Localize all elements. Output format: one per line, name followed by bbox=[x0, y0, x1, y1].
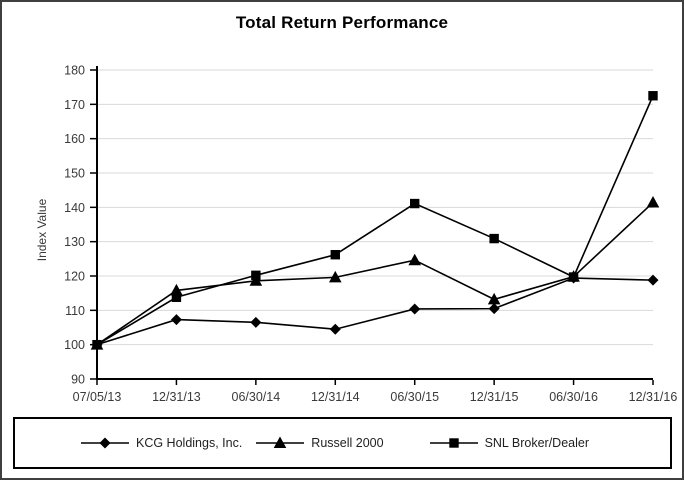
svg-text:06/30/14: 06/30/14 bbox=[232, 390, 281, 404]
svg-text:12/31/14: 12/31/14 bbox=[311, 390, 360, 404]
svg-text:12/31/16: 12/31/16 bbox=[629, 390, 678, 404]
svg-text:120: 120 bbox=[64, 270, 85, 284]
plot-area: 90 100 110 120 130 140 150 160 170 180 07/05/13 12/… bbox=[64, 64, 678, 405]
svg-text:170: 170 bbox=[64, 98, 85, 112]
svg-text:100: 100 bbox=[64, 338, 85, 352]
svg-text:160: 160 bbox=[64, 132, 85, 146]
legend-label-snl-broker-dealer: SNL Broker/Dealer bbox=[484, 436, 589, 450]
svg-text:150: 150 bbox=[64, 167, 85, 181]
chart-title: Total Return Performance bbox=[235, 13, 449, 32]
legend-item-kcg-holdings: KCG Holdings, Inc. bbox=[81, 436, 242, 450]
svg-text:12/31/13: 12/31/13 bbox=[152, 390, 201, 404]
svg-text:07/05/13: 07/05/13 bbox=[73, 390, 122, 404]
svg-text:110: 110 bbox=[65, 304, 85, 318]
diamond-marker-icon bbox=[81, 437, 129, 449]
svg-text:130: 130 bbox=[64, 235, 85, 249]
svg-text:90: 90 bbox=[71, 373, 85, 387]
legend-box: KCG Holdings, Inc. Russell 2000 SNL Brok… bbox=[13, 417, 672, 469]
legend-label-kcg-holdings: KCG Holdings, Inc. bbox=[136, 436, 243, 450]
legend-item-snl-broker-dealer: SNL Broker/Dealer bbox=[429, 436, 589, 450]
svg-text:06/30/16: 06/30/16 bbox=[549, 390, 598, 404]
legend-label-russell-2000: Russell 2000 bbox=[311, 436, 384, 450]
triangle-marker-icon bbox=[256, 436, 305, 448]
svg-text:06/30/15: 06/30/15 bbox=[390, 390, 439, 404]
svg-text:180: 180 bbox=[64, 64, 85, 78]
svg-text:12/31/15: 12/31/15 bbox=[470, 390, 519, 404]
legend-item-russell-2000: Russell 2000 bbox=[256, 436, 384, 450]
svg-text:140: 140 bbox=[64, 201, 85, 215]
square-marker-icon bbox=[429, 438, 478, 448]
